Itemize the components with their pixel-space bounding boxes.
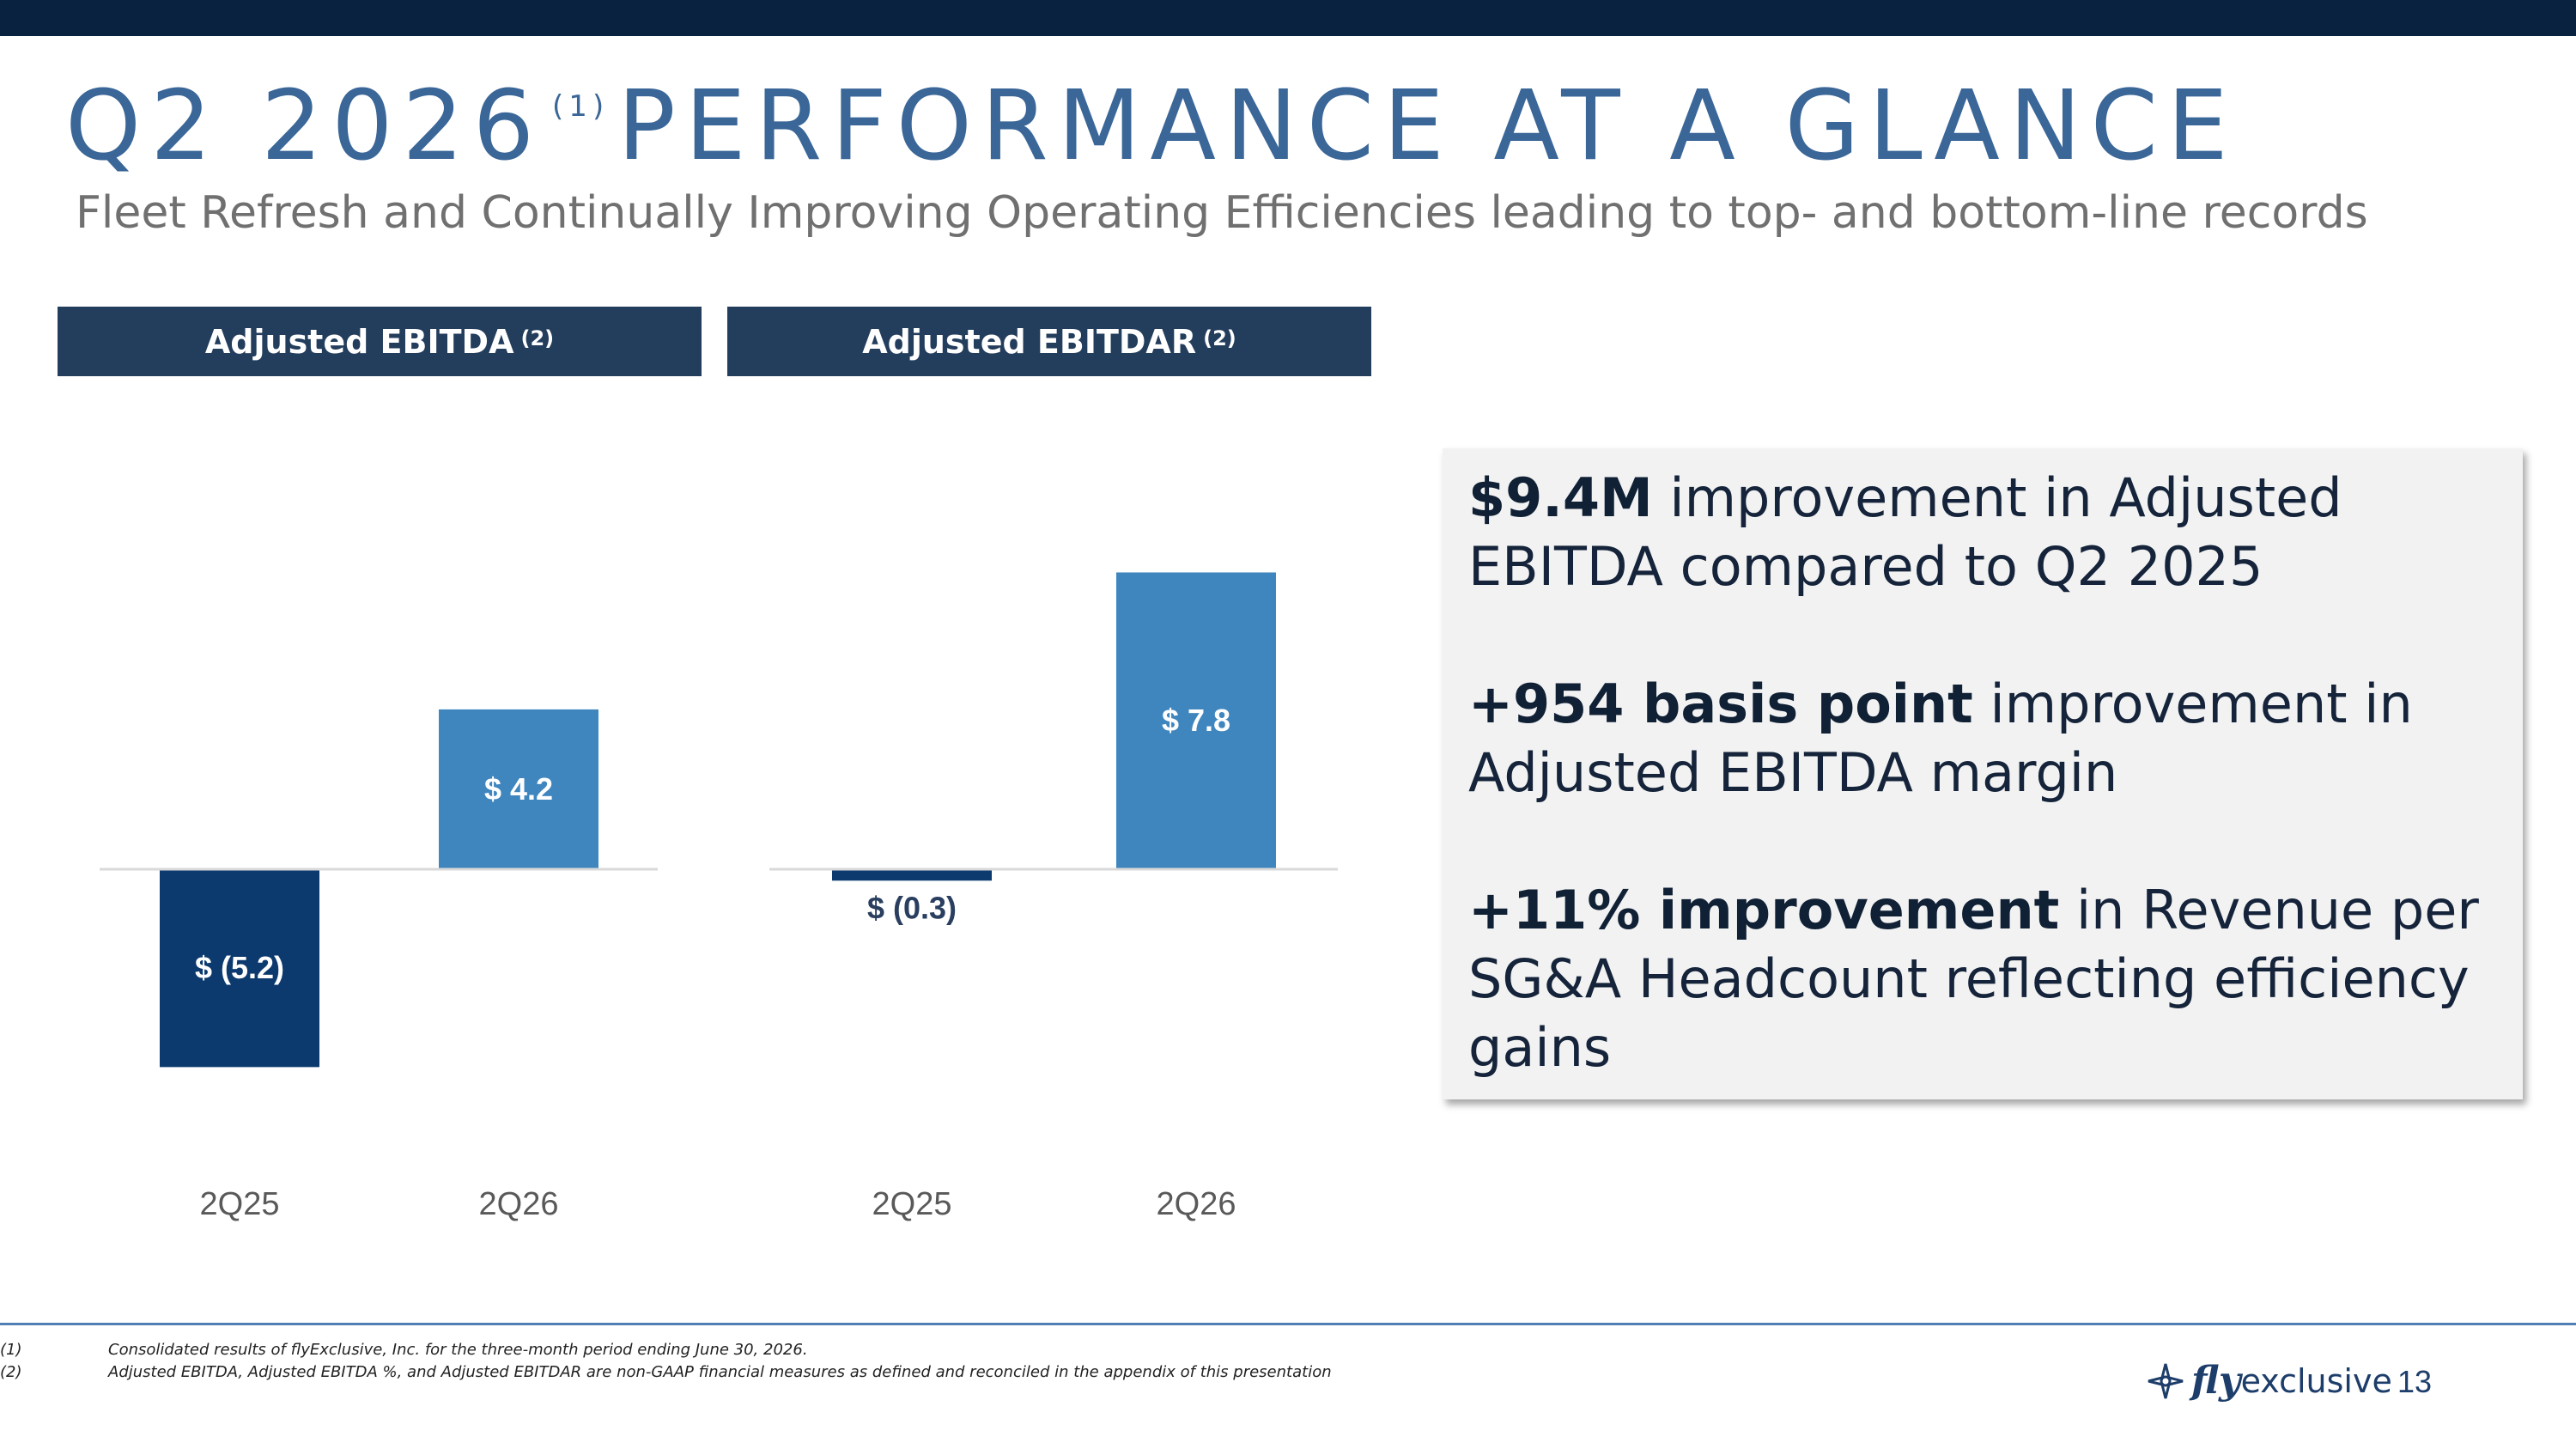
ebitda-header-footnote: (2) [520, 326, 555, 350]
compass-logo-icon [2148, 1363, 2184, 1398]
page-number: 13 [2397, 1364, 2433, 1399]
top-bar [0, 0, 2576, 36]
footnote-2-text: Adjusted EBITDA, Adjusted EBITDA %, and … [108, 1363, 1332, 1381]
ebitdar-category-label-2q25: 2Q25 [872, 1186, 952, 1222]
highlights-callout: $9.4M improvement in Adjusted EBITDA com… [1443, 448, 2523, 1099]
footnote-2: (2) Adjusted EBITDA, Adjusted EBITDA %, a… [0, 1361, 2061, 1384]
footnote-1: (1) Consolidated results of flyExclusive,… [0, 1339, 2061, 1361]
highlights-text: $9.4M improvement in Adjusted EBITDA com… [1468, 464, 2507, 1151]
ebitda-bar-2q26 [439, 709, 598, 869]
title-prefix: Q2 2026 [65, 70, 544, 182]
title-suffix: PERFORMANCE AT A GLANCE [617, 70, 2238, 182]
ebitda-bar-2q25 [160, 869, 319, 1068]
ebitdar-header-label: Adjusted EBITDAR [862, 322, 1197, 361]
highlight-1-text: improvement in Adjusted EBITDA compared … [1468, 466, 2342, 598]
page-title: Q2 2026 (1)PERFORMANCE AT A GLANCE [65, 73, 2238, 180]
ebitdar-bar-2q26 [1116, 572, 1276, 869]
footnote-1-number: (1) [0, 1341, 22, 1359]
footnote-2-number: (2) [0, 1363, 22, 1381]
footnotes: (1) Consolidated results of flyExclusive,… [0, 1339, 2061, 1384]
highlight-revenue-per-headcount: +11% improvement in Revenue per SG&A Hea… [1468, 876, 2507, 1082]
ebitdar-data-label-2q25: $ (0.3) [867, 890, 957, 925]
ebitdar-bar-2q25 [832, 869, 992, 881]
page-subtitle: Fleet Refresh and Continually Improving … [76, 187, 2368, 239]
highlight-1-bold: $9.4M [1468, 466, 1653, 529]
highlight-margin-improvement: +954 basis point improvement in Adjusted… [1468, 670, 2507, 807]
logo-fly-text: fly [2191, 1359, 2241, 1403]
title-footnote: (1) [552, 89, 610, 124]
flyexclusive-logo: fly exclusive [2145, 1359, 2392, 1403]
highlight-3-bold: +11% improvement [1468, 879, 2060, 941]
ebitdar-header-footnote: (2) [1203, 326, 1236, 350]
ebitda-data-label-2q25: $ (5.2) [195, 950, 284, 985]
highlight-3-text: in Revenue per SG&A Headcount reflecting… [1468, 879, 2479, 1079]
footer-divider [0, 1323, 2576, 1325]
ebitda-data-label-2q26: $ 4.2 [484, 771, 553, 807]
footnote-1-text: Consolidated results of flyExclusive, In… [108, 1341, 808, 1359]
bar-charts: $ (5.2) 2Q25 $ 4.2 2Q26 $ (0.3) 2Q25 $ 7.8 2Q26 [100, 572, 1338, 1222]
ebitdar-chart-header: Adjusted EBITDAR (2) [727, 307, 1371, 376]
ebitda-chart-header: Adjusted EBITDA (2) [58, 307, 702, 376]
ebitdar-data-label-2q26: $ 7.8 [1162, 703, 1230, 738]
ebitda-header-label: Adjusted EBITDA [204, 322, 514, 361]
highlight-2-bold: +954 basis point [1468, 673, 1973, 735]
highlight-ebitda-improvement: $9.4M improvement in Adjusted EBITDA com… [1468, 464, 2507, 601]
ebitda-category-label-2q25: 2Q25 [200, 1186, 280, 1222]
logo-exclusive-text: exclusive [2240, 1361, 2392, 1400]
highlight-2-text: improvement in Adjusted EBITDA margin [1468, 673, 2413, 804]
ebitda-category-label-2q26: 2Q26 [479, 1186, 559, 1222]
ebitdar-category-label-2q26: 2Q26 [1157, 1186, 1236, 1222]
